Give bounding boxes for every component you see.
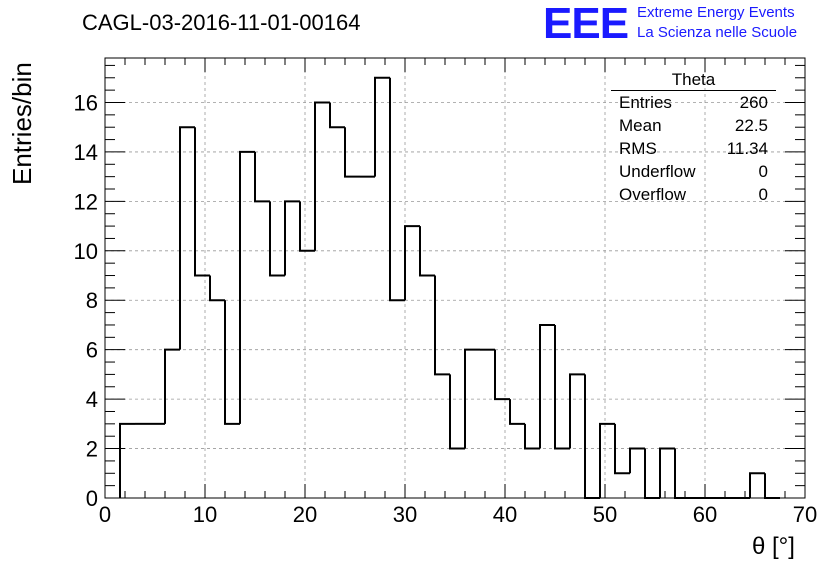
x-tick-label: 50 xyxy=(593,502,617,527)
histogram-bin xyxy=(584,374,600,499)
histogram-bin xyxy=(269,201,285,277)
y-tick-label: 14 xyxy=(74,140,98,165)
y-tick-label: 2 xyxy=(86,437,98,462)
histogram-bin xyxy=(659,447,675,498)
histogram-bins xyxy=(119,76,780,499)
plot-frame xyxy=(104,57,806,499)
stats-value: 0 xyxy=(758,185,768,204)
histogram-bin xyxy=(464,348,480,449)
histogram-bin xyxy=(209,275,225,302)
histogram-bin xyxy=(254,151,270,203)
chart-title: CAGL-03-2016-11-01-00164 xyxy=(82,10,361,35)
stats-label: Mean xyxy=(619,116,662,135)
logo-text: Extreme Energy Events La Scienza nelle S… xyxy=(637,3,797,43)
histogram-bin xyxy=(539,323,555,449)
histogram-bin xyxy=(749,472,765,498)
stats-row: Mean 22.5 xyxy=(611,114,776,137)
y-axis-label: Entries/bin xyxy=(7,62,37,185)
y-tick-label: 8 xyxy=(86,288,98,313)
histogram-bin xyxy=(239,150,255,424)
histogram-bin xyxy=(299,201,315,252)
histogram-bin xyxy=(419,226,435,277)
logo-line-2: La Scienza nelle Scuole xyxy=(637,24,798,41)
histogram-bin xyxy=(614,423,630,475)
x-tick-label: 40 xyxy=(493,502,517,527)
histogram-bin xyxy=(644,448,660,499)
stats-label: RMS xyxy=(619,139,657,158)
histogram-bin xyxy=(404,225,420,301)
histogram-bin xyxy=(674,448,690,499)
histogram-bin xyxy=(599,422,615,498)
x-axis-label: θ [°] xyxy=(752,533,795,560)
x-tick-label: 0 xyxy=(99,502,111,527)
stats-label: Entries xyxy=(619,93,672,112)
histogram-bin xyxy=(449,374,465,450)
stats-value: 0 xyxy=(758,162,768,181)
y-tick-label: 0 xyxy=(86,486,98,511)
x-tick-label: 70 xyxy=(793,502,817,527)
y-tick-label: 16 xyxy=(74,90,98,115)
histogram-bin xyxy=(164,348,180,424)
histogram-bin xyxy=(344,127,360,178)
histogram-bin xyxy=(629,447,645,474)
stats-value: 11.34 xyxy=(726,139,768,158)
logo-line-1: Extreme Energy Events xyxy=(637,4,795,21)
stats-value: 260 xyxy=(739,93,768,112)
x-tick-label: 10 xyxy=(193,502,217,527)
eee-logo: EEE xyxy=(543,0,629,48)
histogram-bin xyxy=(494,349,510,401)
stats-box: Theta Entries 260 Mean 22.5 RMS 11.34 Under… xyxy=(611,70,776,206)
histogram-bin xyxy=(119,422,135,498)
histogram-bin xyxy=(569,373,585,449)
y-tick-label: 6 xyxy=(86,338,98,363)
stats-value: 22.5 xyxy=(734,116,768,135)
histogram-bin xyxy=(389,77,405,302)
histogram-bin xyxy=(314,101,330,251)
stats-row: Overflow 0 xyxy=(611,183,776,206)
stats-row: RMS 11.34 xyxy=(611,137,776,160)
histogram-bin xyxy=(764,473,780,499)
histogram-bin xyxy=(329,102,345,129)
histogram-bin xyxy=(284,200,300,276)
histogram-bin xyxy=(374,76,390,177)
x-tick-label: 30 xyxy=(393,502,417,527)
x-tick-label: 60 xyxy=(693,502,717,527)
tick-labels: 0 10 20 30 40 50 60 70 0 2 4 6 8 10 12 14 16 xyxy=(74,90,818,527)
histogram-bin xyxy=(434,275,450,376)
stats-label: Underflow xyxy=(619,162,696,181)
stats-row: Entries 260 xyxy=(611,91,776,114)
histogram-bin xyxy=(194,127,210,277)
x-tick-label: 20 xyxy=(293,502,317,527)
stats-name: Theta xyxy=(611,70,776,91)
histogram-bin xyxy=(509,399,525,425)
stats-row: Underflow 0 xyxy=(611,160,776,183)
stats-label: Overflow xyxy=(619,185,687,204)
y-tick-label: 12 xyxy=(74,189,98,214)
histogram-bin xyxy=(179,126,195,350)
histogram-bin xyxy=(554,324,570,450)
y-tick-label: 4 xyxy=(86,387,98,412)
histogram-bin xyxy=(224,300,240,425)
y-tick-label: 10 xyxy=(74,239,98,264)
histogram-bin xyxy=(524,423,540,450)
